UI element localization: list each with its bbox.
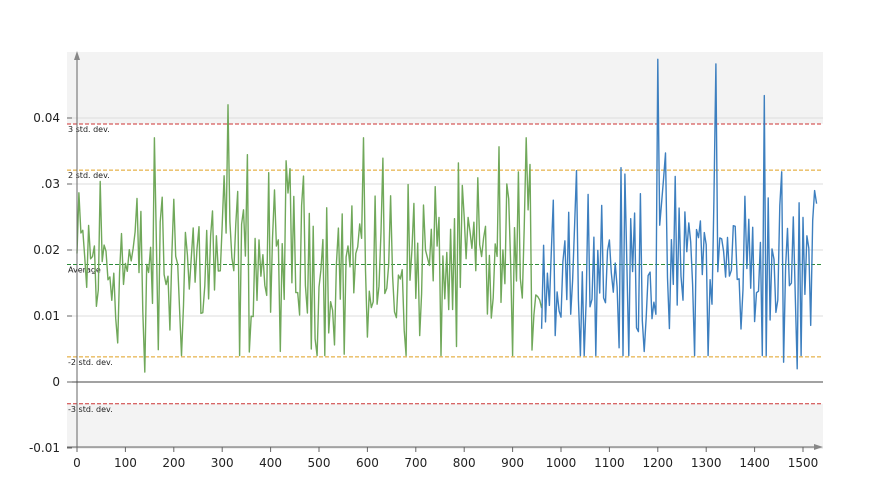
- y-axis-ticks: -0.01 0 0.01 0.02 .03 0.04: [29, 111, 72, 455]
- x-tick-label: 1200: [643, 456, 674, 470]
- x-tick-label: 800: [453, 456, 476, 470]
- reference-line-label: Average: [68, 266, 101, 275]
- x-tick-label: 900: [501, 456, 524, 470]
- x-tick-label: 1000: [546, 456, 577, 470]
- x-tick-label: 100: [114, 456, 137, 470]
- series-line-2: [540, 58, 818, 370]
- x-tick-label: 1500: [788, 456, 819, 470]
- reference-line-label: -3 std. dev.: [68, 405, 113, 414]
- within-limits-band: [67, 123, 823, 404]
- x-tick-label: 300: [211, 456, 234, 470]
- data-series: [76, 58, 818, 373]
- y-axis-arrow: [74, 51, 80, 60]
- x-tick-label: 600: [356, 456, 379, 470]
- x-tick-label: 1100: [594, 456, 625, 470]
- series-line-1: [76, 104, 543, 373]
- x-axis-ticks: 0 100 200 300 400 500 600 700 800 900 1000 1100 1200…: [73, 447, 818, 470]
- y-tick-label: -0.01: [29, 441, 60, 455]
- x-tick-label: 700: [404, 456, 427, 470]
- x-tick-label: 1300: [691, 456, 722, 470]
- x-axis-arrow: [814, 444, 823, 450]
- y-tick-label: 0.02: [33, 243, 60, 257]
- x-tick-label: 200: [162, 456, 185, 470]
- reference-line-label: 2 std. dev.: [68, 171, 110, 180]
- y-tick-label: 0.04: [33, 111, 60, 125]
- y-tick-label: 0.01: [33, 309, 60, 323]
- reference-line-label: -2 std. dev.: [68, 358, 113, 367]
- x-tick-label: 400: [259, 456, 282, 470]
- x-tick-label: 1400: [739, 456, 770, 470]
- x-tick-label: 0: [73, 456, 81, 470]
- reference-line-label: 3 std. dev.: [68, 125, 110, 134]
- axes: [67, 51, 823, 450]
- y-tick-label: 0: [52, 375, 60, 389]
- y-tick-label: .03: [41, 177, 60, 191]
- x-tick-label: 500: [308, 456, 331, 470]
- reference-lines: 3 std. dev. 2 std. dev. Average -2 std. dev…: [67, 123, 823, 414]
